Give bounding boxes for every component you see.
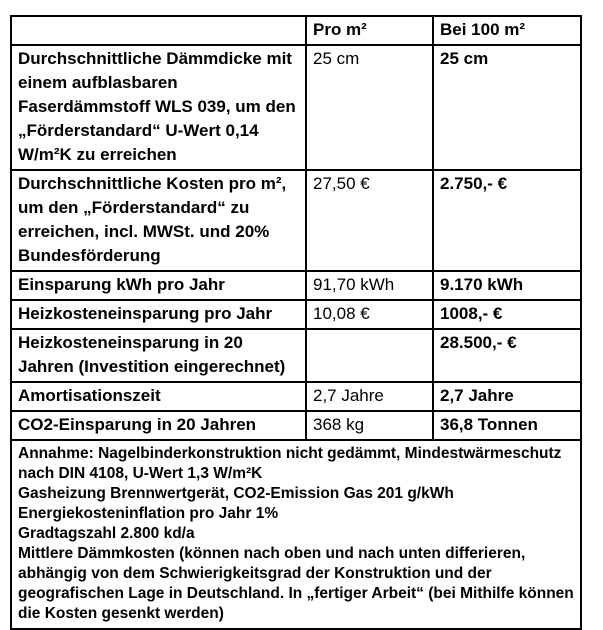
table-row: Durchschnittliche Kosten pro m², um den … — [10, 169, 582, 272]
bei-100-m2-value: 1008,- € — [432, 299, 582, 330]
pro-m2-value — [305, 328, 434, 383]
header-empty-cell — [10, 15, 307, 46]
pro-m2-value: 368 kg — [305, 410, 434, 441]
table-row: Heizkosteneinsparung in 20 Jahren (Inves… — [10, 328, 582, 383]
pro-m2-value: 25 cm — [305, 44, 434, 171]
bei-100-m2-value: 2,7 Jahre — [432, 381, 582, 412]
row-label-einsparung-kwh: Einsparung kWh pro Jahr — [10, 270, 307, 301]
pro-m2-value: 10,08 € — [305, 299, 434, 330]
pro-m2-value: 27,50 € — [305, 169, 434, 272]
pro-m2-value: 91,70 kWh — [305, 270, 434, 301]
bei-100-m2-value: 25 cm — [432, 44, 582, 171]
row-label-kosten: Durchschnittliche Kosten pro m², um den … — [10, 169, 307, 272]
footnote-energiekosteninflation: Energiekosteninflation pro Jahr 1% — [18, 505, 279, 522]
row-label-co2-einsparung: CO2-Einsparung in 20 Jahren — [10, 410, 307, 441]
table-row: Einsparung kWh pro Jahr 91,70 kWh 9.170 … — [10, 270, 582, 301]
row-label-amortisationszeit: Amortisationszeit — [10, 381, 307, 412]
row-label-daemmdicke: Durchschnittliche Dämmdicke mit einem au… — [10, 44, 307, 171]
table-row: Amortisationszeit 2,7 Jahre 2,7 Jahre — [10, 381, 582, 412]
table-footnotes-row: Annahme: Nagelbinderkonstruktion nicht g… — [10, 439, 582, 630]
bei-100-m2-value: 9.170 kWh — [432, 270, 582, 301]
footnotes-cell: Annahme: Nagelbinderkonstruktion nicht g… — [10, 439, 582, 630]
table-row: CO2-Einsparung in 20 Jahren 368 kg 36,8 … — [10, 410, 582, 441]
bei-100-m2-value: 28.500,- € — [432, 328, 582, 383]
footnote-gasheizung: Gasheizung Brennwertgerät, CO2-Emission … — [18, 485, 454, 502]
footnote-annahme: Annahme: Nagelbinderkonstruktion nicht g… — [18, 445, 562, 482]
header-bei-100-m2: Bei 100 m² — [432, 15, 582, 46]
insulation-savings-table: Pro m² Bei 100 m² Durchschnittliche Dämm… — [10, 15, 582, 630]
table-header-row: Pro m² Bei 100 m² — [10, 15, 582, 46]
footnote-gradtagszahl: Gradtagszahl 2.800 kd/a — [18, 525, 195, 542]
row-label-heizkosten-20-jahre: Heizkosteneinsparung in 20 Jahren (Inves… — [10, 328, 307, 383]
bei-100-m2-value: 2.750,- € — [432, 169, 582, 272]
table-row: Heizkosteneinsparung pro Jahr 10,08 € 10… — [10, 299, 582, 330]
header-pro-m2: Pro m² — [305, 15, 434, 46]
table-row: Durchschnittliche Dämmdicke mit einem au… — [10, 44, 582, 171]
footnote-mittlere-daemmkosten: Mittlere Dämmkosten (können nach oben un… — [18, 545, 574, 622]
row-label-heizkosten-jahr: Heizkosteneinsparung pro Jahr — [10, 299, 307, 330]
bei-100-m2-value: 36,8 Tonnen — [432, 410, 582, 441]
pro-m2-value: 2,7 Jahre — [305, 381, 434, 412]
